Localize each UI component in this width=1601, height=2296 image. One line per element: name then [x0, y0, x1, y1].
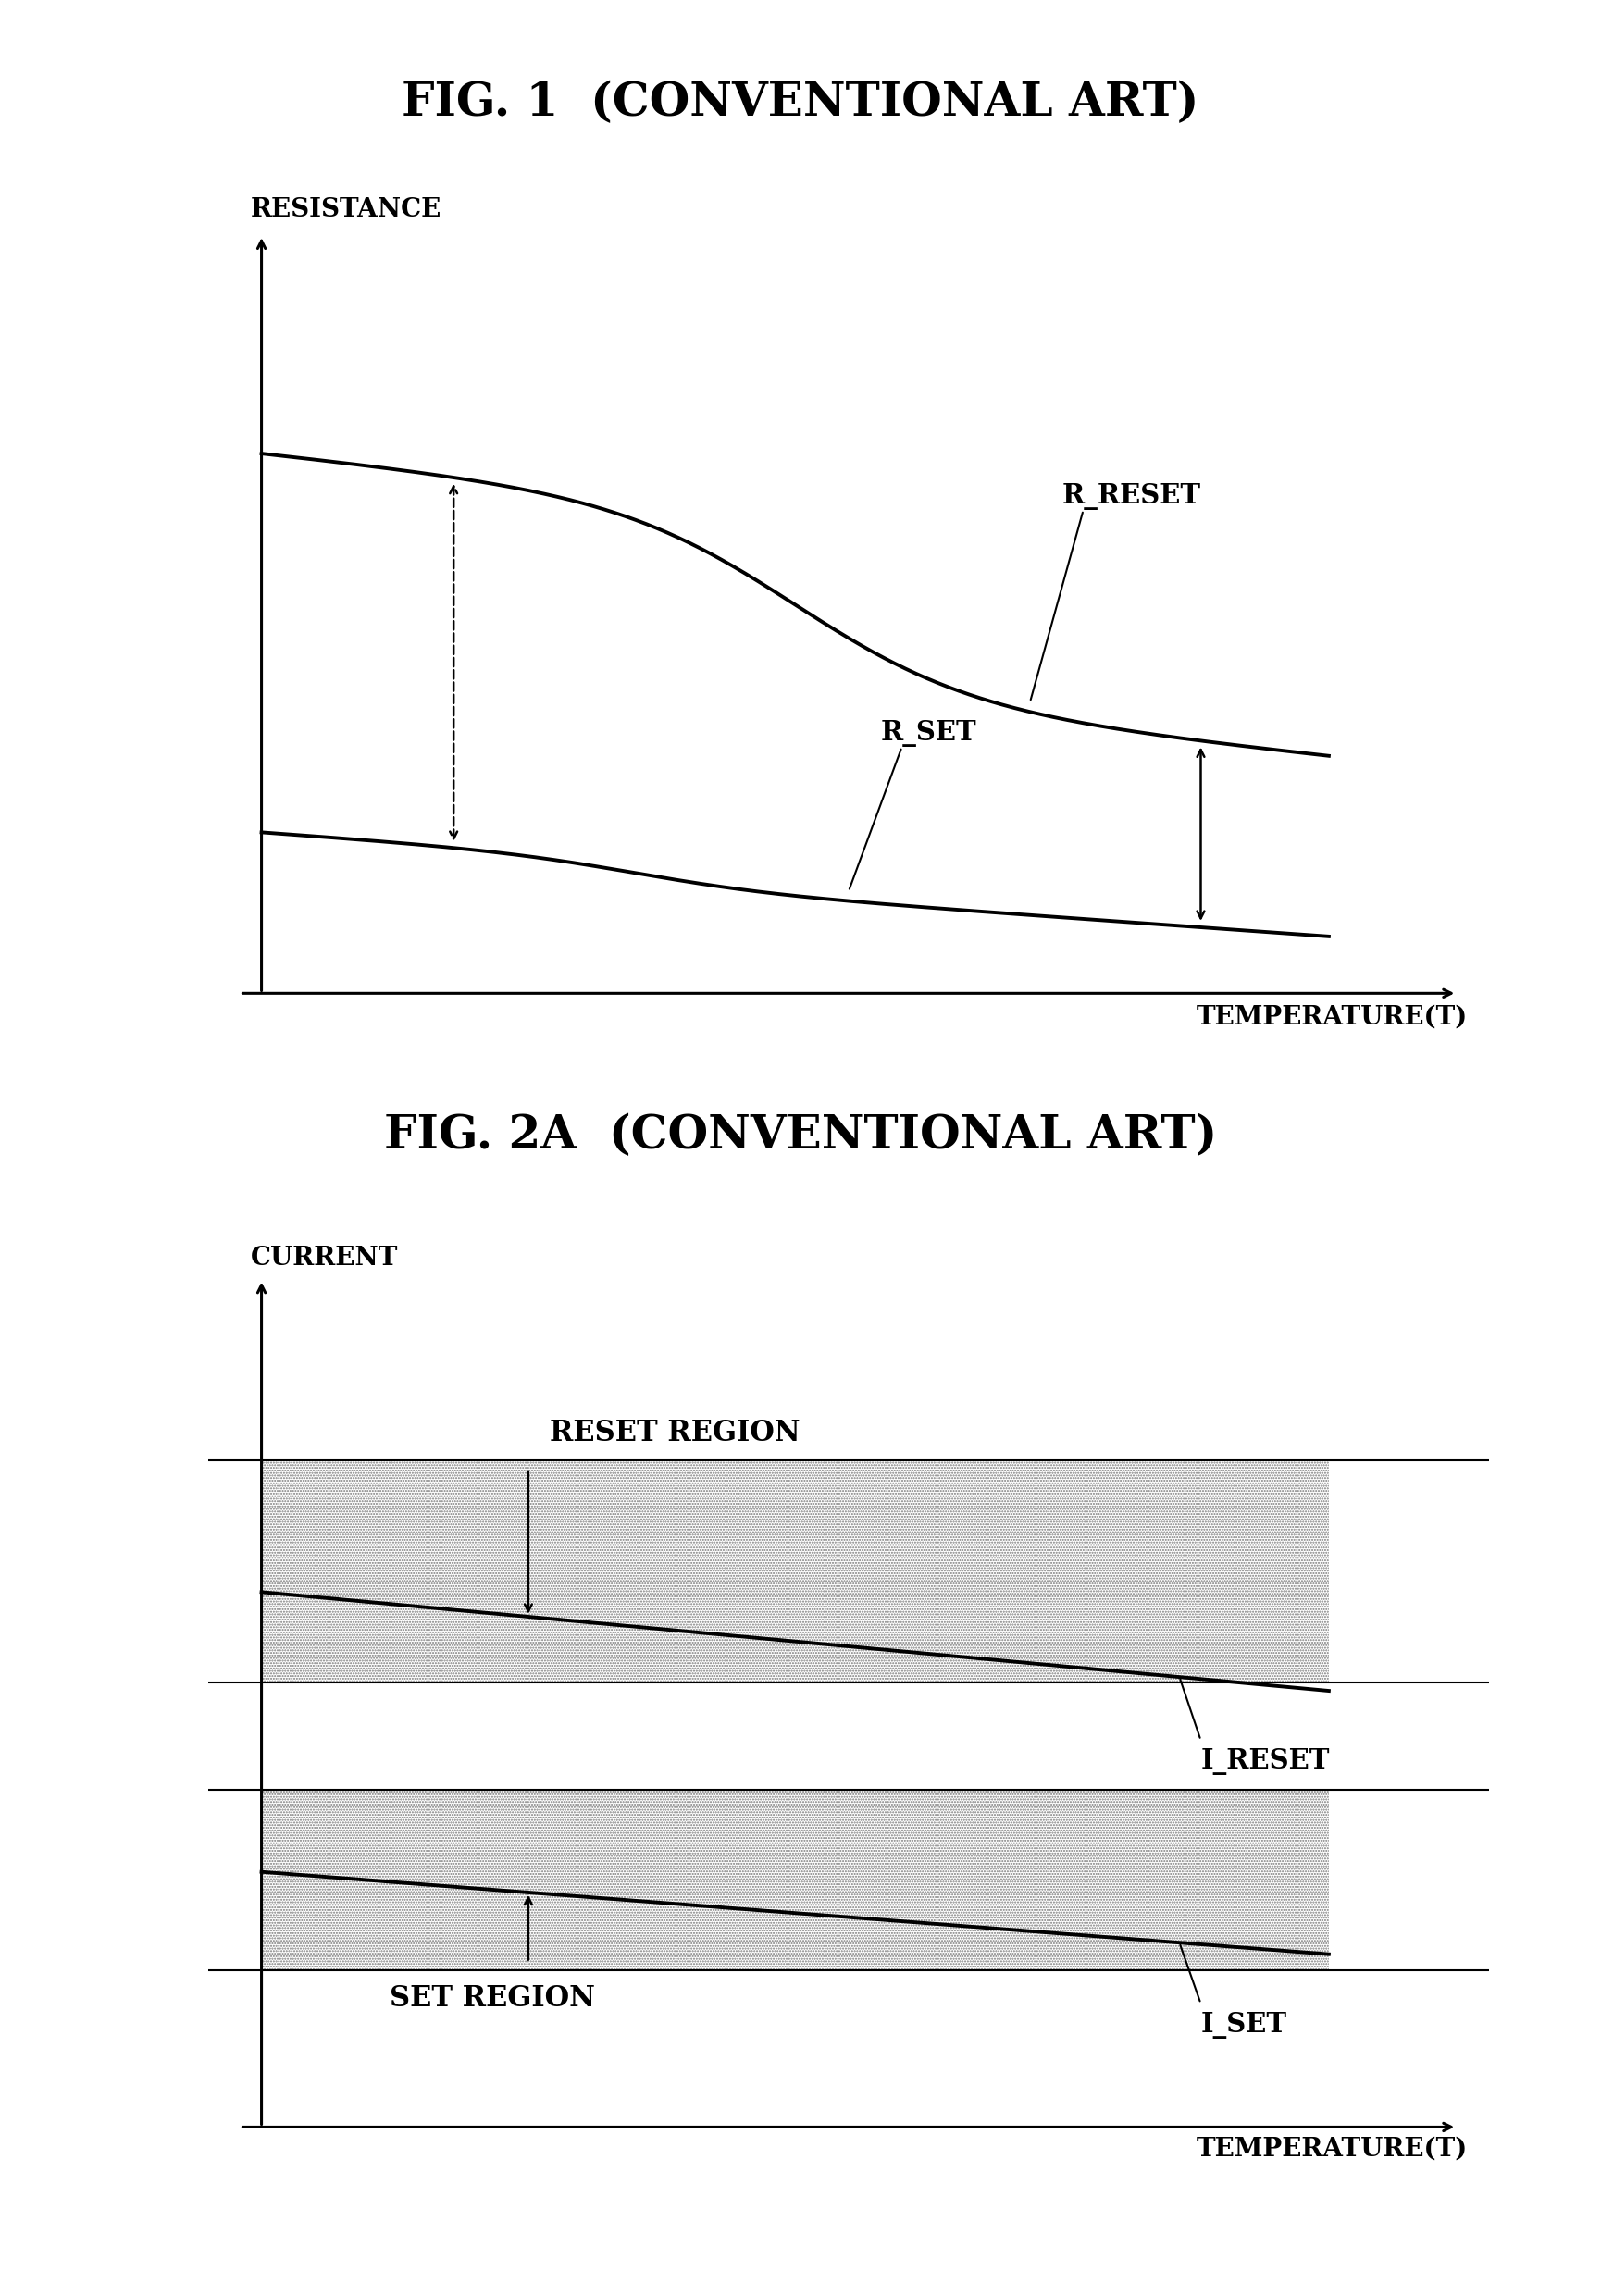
Text: TEMPERATURE(T): TEMPERATURE(T): [1196, 2138, 1468, 2163]
Text: RESISTANCE: RESISTANCE: [251, 197, 442, 223]
Text: I_RESET: I_RESET: [1201, 1750, 1330, 1775]
Text: FIG. 1  (CONVENTIONAL ART): FIG. 1 (CONVENTIONAL ART): [402, 80, 1199, 126]
Text: R_RESET: R_RESET: [1061, 482, 1201, 510]
Text: SET REGION: SET REGION: [389, 1984, 596, 2014]
Text: TEMPERATURE(T): TEMPERATURE(T): [1196, 1006, 1468, 1029]
Text: R_SET: R_SET: [881, 721, 977, 746]
Text: FIG. 2A  (CONVENTIONAL ART): FIG. 2A (CONVENTIONAL ART): [384, 1114, 1217, 1159]
Text: CURRENT: CURRENT: [251, 1247, 399, 1272]
Text: I_SET: I_SET: [1201, 2011, 1287, 2039]
Text: RESET REGION: RESET REGION: [549, 1419, 800, 1446]
